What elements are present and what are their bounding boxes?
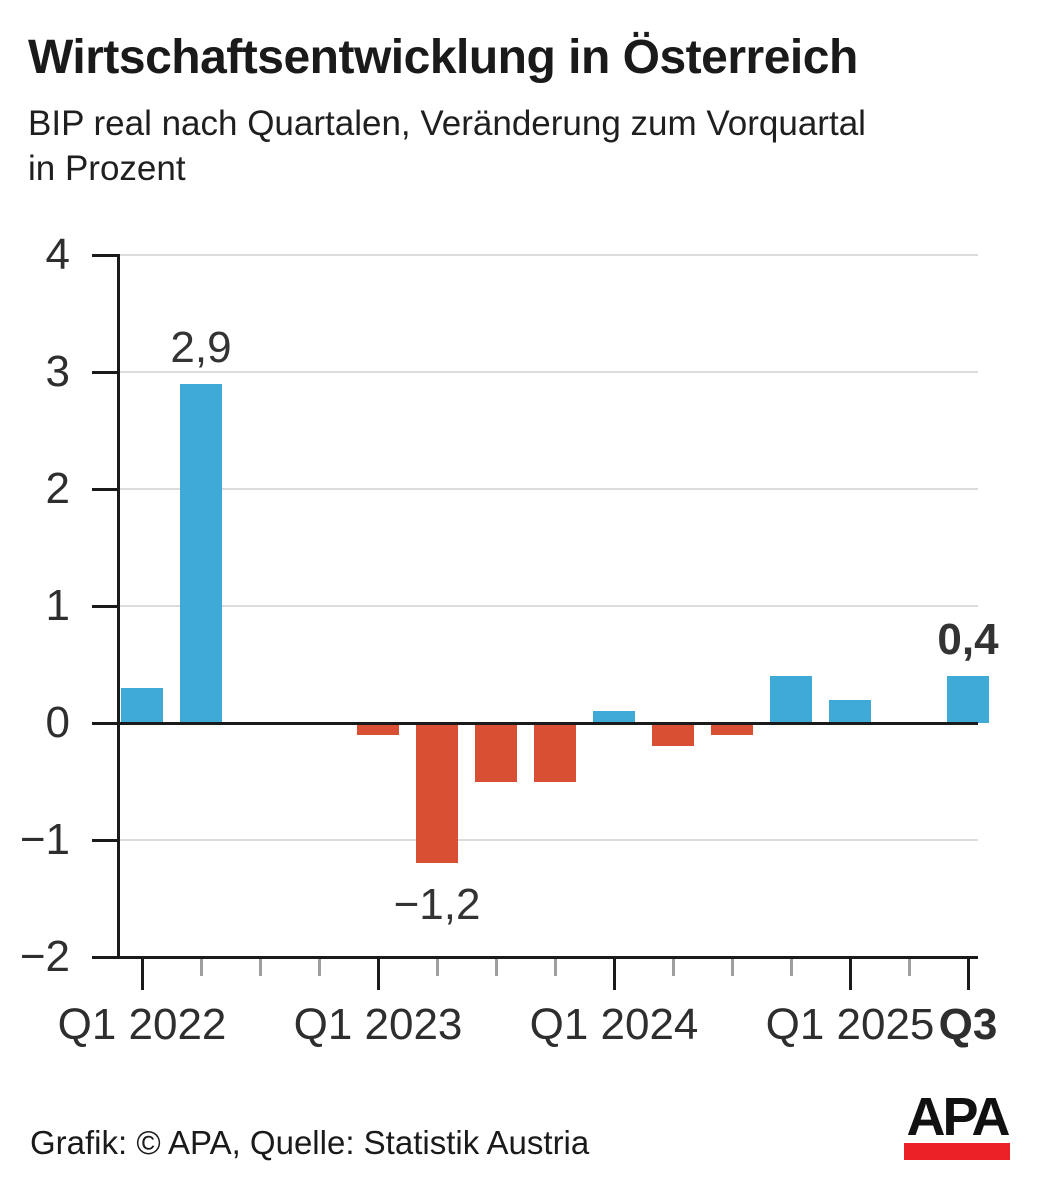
x-tick-label-q1-2022: Q1 2022 xyxy=(57,1000,227,1049)
x-tick-q1-2022 xyxy=(141,959,144,990)
bar-q3-2024 xyxy=(711,723,753,735)
x-tick-q4-2023 xyxy=(554,959,557,976)
y-tick--1 xyxy=(92,839,120,842)
x-tick-label-q1-2023: Q1 2023 xyxy=(293,1000,463,1049)
x-tick-q4-2024 xyxy=(790,959,793,976)
bar-q3-2023 xyxy=(475,723,517,782)
y-tick-label--2: −2 xyxy=(19,932,70,981)
bar-q2-2023 xyxy=(416,723,458,864)
x-tick-q2-2023 xyxy=(436,959,439,976)
bar-q4-2024 xyxy=(770,676,812,723)
bar-chart: 4 3 2 1 0 −1 −2 Q1 2022 Q1 2023 Q1 2024 Q1 2025 Q3 2… xyxy=(19,230,999,1049)
bar-q2-2024 xyxy=(652,723,694,747)
x-tick-q2-2022 xyxy=(200,959,203,976)
x-tick-label-q3: Q3 xyxy=(938,1000,998,1049)
y-tick-label-1: 1 xyxy=(45,581,70,630)
y-tick-label-0: 0 xyxy=(45,698,70,747)
x-tick-label-q1-2025: Q1 2025 xyxy=(765,1000,935,1049)
y-tick-4 xyxy=(92,254,120,257)
x-tick-q4-2022 xyxy=(318,959,321,976)
bar-q1-2025 xyxy=(829,699,871,723)
value-label-q3-2025: 0,4 xyxy=(937,615,999,665)
y-tick-0 xyxy=(92,722,120,725)
gridline-2 xyxy=(120,488,978,490)
y-tick-label-2: 2 xyxy=(45,464,70,513)
x-tick-q1-2023 xyxy=(377,959,380,990)
y-tick-3 xyxy=(92,371,120,374)
x-tick-q2-2025 xyxy=(908,959,911,976)
gridline-1 xyxy=(120,605,978,607)
y-tick-1 xyxy=(92,605,120,608)
x-tick-label-q1-2024: Q1 2024 xyxy=(529,1000,699,1049)
page-title: Wirtschaftsentwicklung in Österreich xyxy=(28,31,858,84)
x-axis-bottom-line xyxy=(92,956,978,959)
x-tick-q3-2024 xyxy=(731,959,734,976)
bar-q2-2022 xyxy=(180,383,222,723)
value-label-q2-2022: 2,9 xyxy=(170,322,232,372)
gridline--1 xyxy=(120,839,978,841)
y-tick-label-3: 3 xyxy=(45,347,70,396)
x-tick-q1-2024 xyxy=(613,959,616,990)
subtitle-line-2: in Prozent xyxy=(28,149,186,188)
x-tick-q1-2025 xyxy=(849,959,852,990)
x-tick-q2-2024 xyxy=(672,959,675,976)
x-tick-q3-2022 xyxy=(259,959,262,976)
source-credit: Grafik: © APA, Quelle: Statistik Austria xyxy=(30,1124,590,1161)
apa-logo: APA xyxy=(903,1087,1011,1160)
gridline-4 xyxy=(120,254,978,256)
y-tick-label-4: 4 xyxy=(45,230,70,279)
apa-logo-red-bar xyxy=(904,1143,1010,1160)
y-tick-label--1: −1 xyxy=(19,815,70,864)
x-tick-q3-2025 xyxy=(967,959,970,990)
chart-subtitle: BIP real nach Quartalen, Veränderung zum… xyxy=(28,101,866,191)
zero-line xyxy=(120,722,978,725)
bar-q1-2022 xyxy=(121,687,163,723)
x-tick-q3-2023 xyxy=(495,959,498,976)
bar-q1-2023 xyxy=(357,723,399,735)
gridline-3 xyxy=(120,371,978,373)
subtitle-line-1: BIP real nach Quartalen, Veränderung zum… xyxy=(28,104,866,143)
apa-logo-text: APA xyxy=(906,1087,1010,1147)
value-label-q2-2023: −1,2 xyxy=(393,880,481,930)
bar-q4-2023 xyxy=(534,723,576,782)
bar-q3-2025 xyxy=(947,676,989,723)
y-tick-2 xyxy=(92,488,120,491)
bar-q1-2024 xyxy=(593,711,635,723)
